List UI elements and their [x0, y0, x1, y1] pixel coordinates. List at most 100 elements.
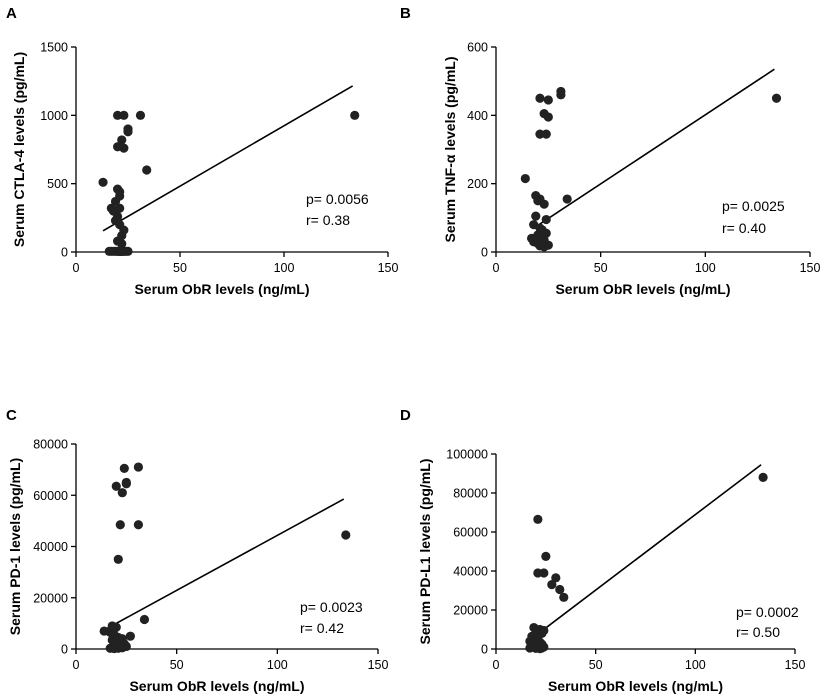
data-point [350, 110, 360, 120]
data-point [533, 230, 543, 240]
y-tick-label: 20000 [33, 591, 68, 605]
data-point [562, 194, 572, 204]
y-tick-label: 80000 [453, 487, 488, 501]
x-tick-label: 100 [267, 658, 288, 672]
x-tick-label: 0 [73, 658, 80, 672]
x-tick-label: 50 [594, 261, 608, 275]
data-point [539, 199, 549, 209]
panel-letter: D [400, 407, 411, 424]
data-point [541, 551, 551, 561]
x-tick-label: 100 [274, 261, 295, 275]
data-point [113, 554, 123, 564]
x-axis-title: Serum ObR levels (ng/mL) [134, 281, 309, 297]
data-point [539, 242, 549, 252]
r-value-label: r= 0.50 [736, 624, 780, 640]
data-point [555, 584, 565, 595]
y-tick-label: 500 [47, 177, 68, 191]
y-tick-label: 60000 [453, 526, 488, 540]
panel-letter: B [400, 5, 411, 22]
r-value-label: r= 0.38 [306, 212, 350, 228]
y-tick-label: 1000 [40, 109, 68, 123]
y-tick-label: 40000 [453, 565, 488, 579]
data-point [520, 173, 530, 184]
y-tick-label: 400 [467, 109, 488, 123]
panel-b: B 0 50 100 150 0 200 400 600 Serum ObR levels (ng… [400, 5, 820, 297]
y-tick-label: 80000 [33, 438, 68, 452]
data-point [758, 472, 768, 482]
r-value-label: r= 0.42 [300, 620, 344, 636]
x-tick-label: 0 [493, 261, 500, 275]
data-point [117, 239, 127, 249]
data-point [541, 129, 551, 139]
regression-line [537, 68, 775, 227]
data-point [559, 592, 569, 602]
regression-line [539, 464, 762, 634]
data-point [98, 177, 108, 187]
x-axis-title: Serum ObR levels (ng/mL) [129, 678, 304, 694]
data-point [533, 514, 543, 524]
data-point [117, 488, 127, 498]
data-point [543, 95, 553, 105]
x-tick-label: 50 [589, 658, 603, 672]
x-tick-label: 150 [368, 658, 389, 672]
data-point [135, 110, 146, 120]
y-tick-label: 60000 [33, 489, 68, 503]
p-value-label: p= 0.0056 [306, 191, 369, 207]
y-tick-label: 1500 [40, 41, 68, 55]
panel-letter: A [6, 5, 17, 22]
data-point [110, 196, 121, 207]
data-point [133, 520, 144, 530]
data-point [117, 135, 127, 145]
y-tick-label: 0 [61, 246, 68, 260]
panel-c: C 0 50 100 150 0 20000 40000 60000 80000 Serum ObR… [6, 407, 388, 694]
y-axis-title: Serum CTLA-4 levels (pg/mL) [11, 52, 27, 247]
data-point [125, 631, 135, 641]
p-value-label: p= 0.0025 [722, 198, 785, 214]
data-point [133, 462, 144, 472]
x-tick-label: 150 [785, 658, 806, 672]
data-point [139, 614, 150, 625]
data-point [541, 214, 551, 225]
regression-line [101, 498, 345, 632]
y-axis-title: Serum PD-1 levels (pg/mL) [7, 458, 23, 635]
p-value-label: p= 0.0002 [736, 604, 799, 620]
y-tick-label: 0 [61, 643, 68, 657]
data-point [111, 481, 121, 491]
y-tick-label: 0 [481, 246, 488, 260]
data-point [119, 463, 129, 473]
data-point [119, 143, 129, 153]
data-point [111, 622, 121, 632]
data-point [539, 568, 549, 578]
regression-line [102, 85, 354, 232]
y-tick-label: 200 [467, 177, 488, 191]
y-tick-label: 100000 [446, 448, 488, 462]
data-point [556, 90, 566, 100]
data-point [121, 477, 131, 488]
y-axis-title: Serum PD-L1 levels (pg/mL) [417, 459, 433, 645]
x-tick-label: 100 [695, 261, 716, 275]
data-point [535, 93, 545, 103]
panel-d: D 0 50 100 150 0 20000 40000 60000 80000 100000 Ser… [400, 407, 805, 694]
x-tick-label: 50 [170, 658, 184, 672]
y-tick-label: 20000 [453, 604, 488, 618]
data-point [109, 643, 119, 654]
panel-letter: C [6, 407, 17, 424]
data-point [547, 580, 557, 590]
x-tick-label: 50 [173, 261, 187, 275]
data-point [142, 165, 152, 175]
p-value-label: p= 0.0023 [300, 599, 363, 615]
data-point [341, 530, 351, 540]
data-point [535, 644, 545, 654]
data-point [123, 127, 133, 137]
r-value-label: r= 0.40 [722, 220, 766, 236]
x-tick-label: 0 [73, 261, 80, 275]
data-point [106, 246, 116, 256]
x-axis-title: Serum ObR levels (ng/mL) [548, 678, 723, 694]
data-point [543, 112, 553, 122]
data-point [531, 211, 541, 221]
data-point [771, 93, 782, 103]
y-tick-label: 0 [481, 643, 488, 657]
data-point [551, 573, 561, 583]
